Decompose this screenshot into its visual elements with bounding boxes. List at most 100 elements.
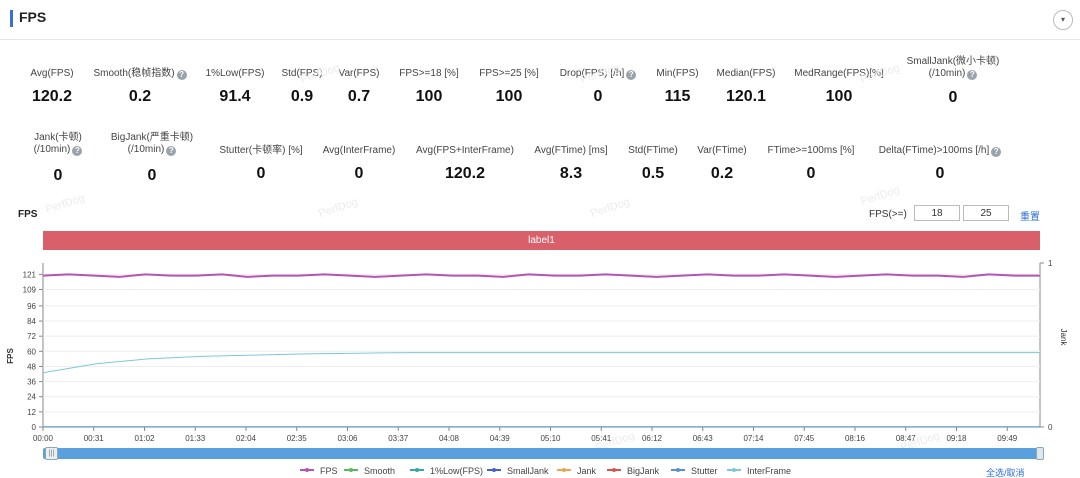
y-tick-label: 24 <box>27 393 36 402</box>
metric-label: Min(FPS) <box>656 68 699 79</box>
metric-label: Smooth(稳帧指数) <box>93 68 175 79</box>
metric-bigjank: BigJank(严重卡顿) (/10min)? 0 <box>100 132 204 185</box>
fps-threshold-input-1[interactable] <box>914 205 960 221</box>
scroll-handle-left[interactable]: ||| <box>45 447 58 460</box>
metric-value: 0 <box>935 165 945 182</box>
watermark: PerfDog <box>317 196 360 220</box>
y2-axis-label: Jank <box>1059 329 1068 347</box>
collapse-icon[interactable]: ▾ <box>1053 10 1073 30</box>
header-accent-bar <box>10 10 13 27</box>
y-tick-label: 48 <box>27 362 36 371</box>
metric-var-ftime: Var(FTime) 0.2 <box>691 145 753 183</box>
metric-label: Stutter(卡顿率) [%] <box>219 145 303 156</box>
metric-label: FPS>=25 [%] <box>479 68 539 79</box>
x-tick-label: 05:10 <box>540 434 561 443</box>
y-tick-label: 72 <box>27 332 36 341</box>
metric-value: 0 <box>256 165 266 182</box>
metric-smooth: Smooth(稳帧指数)? 0.2 <box>90 68 190 106</box>
metric-label: BigJank(严重卡顿) <box>110 132 194 143</box>
metric-label: Std(FPS) <box>281 68 323 79</box>
metric-label: Std(FTime) <box>628 145 678 156</box>
x-tick-label: 04:39 <box>490 434 511 443</box>
metric-avg-fps: Avg(FPS) 120.2 <box>22 68 82 106</box>
y-tick-label: 0 <box>32 423 37 432</box>
metric-value: 0.7 <box>347 88 371 105</box>
metric-label: Avg(FPS) <box>30 68 74 79</box>
metric-value: 0 <box>593 88 603 105</box>
y-axis-label: FPS <box>6 348 15 364</box>
label-bar[interactable]: label1 <box>43 231 1040 250</box>
legend-label: FPS <box>320 466 338 476</box>
legend-item[interactable]: Jank <box>557 465 596 477</box>
legend-swatch <box>671 468 685 472</box>
metric-avg-interframe: Avg(InterFrame) 0 <box>318 145 400 183</box>
y-tick-label: 36 <box>27 378 36 387</box>
scroll-handle-right[interactable] <box>1036 447 1044 460</box>
metric-value: 100 <box>495 88 523 105</box>
y-tick-label: 60 <box>27 347 36 356</box>
legend-item[interactable]: InterFrame <box>727 465 791 477</box>
legend-item[interactable]: 1%Low(FPS) <box>410 465 483 477</box>
legend-item[interactable]: BigJank <box>607 465 659 477</box>
metric-value: 120.2 <box>31 88 73 105</box>
chart-grid <box>42 263 1041 428</box>
metric-label: FTime>=100ms [%] <box>767 145 855 156</box>
legend-swatch <box>410 468 424 472</box>
legend-swatch <box>607 468 621 472</box>
metric-label: Var(FTime) <box>697 145 747 156</box>
y2-tick-label: 1 <box>1048 259 1053 268</box>
metric-smalljank: SmallJank(微小卡顿) (/10min)? 0 <box>897 56 1009 107</box>
metric-label: Avg(FTime) [ms] <box>534 145 608 156</box>
metric-median-fps: Median(FPS) 120.1 <box>712 68 780 106</box>
metric-value: 0.9 <box>290 88 314 105</box>
legend-item[interactable]: Stutter <box>671 465 718 477</box>
legend-item[interactable]: FPS <box>300 465 338 477</box>
legend-swatch <box>487 468 501 472</box>
metric-avg-ftime: Avg(FTime) [ms] 8.3 <box>529 145 613 183</box>
metric-label: FPS>=18 [%] <box>399 68 459 79</box>
x-tick-label: 07:14 <box>743 434 764 443</box>
metric-value: 0 <box>147 167 157 184</box>
help-icon[interactable]: ? <box>991 147 1002 157</box>
select-all-link[interactable]: 全选/取消 <box>986 468 1025 478</box>
help-icon[interactable]: ? <box>967 70 978 80</box>
legend-item[interactable]: Smooth <box>344 465 395 477</box>
help-icon[interactable]: ? <box>176 70 187 80</box>
watermark: PerfDog <box>859 184 902 208</box>
x-tick-label: 05:41 <box>591 434 612 443</box>
x-tick-label: 06:43 <box>693 434 714 443</box>
metric-value: 100 <box>415 88 443 105</box>
metric-label-sub: (/10min) <box>127 144 165 155</box>
fps-threshold-input-2[interactable] <box>963 205 1009 221</box>
legend-item[interactable]: SmallJank <box>487 465 549 477</box>
x-tick-label: 02:35 <box>287 434 308 443</box>
legend-label: Stutter <box>691 466 718 476</box>
metric-label: 1%Low(FPS) <box>205 68 265 79</box>
x-tick-label: 00:31 <box>84 434 105 443</box>
legend-label: SmallJank <box>507 466 549 476</box>
metric-avg-fps-interframe: Avg(FPS+InterFrame) 120.2 <box>408 145 522 183</box>
metric-value: 0 <box>354 165 364 182</box>
time-range-scrollbar[interactable] <box>43 448 1043 459</box>
panel-header: FPS ▾ <box>0 0 1080 40</box>
legend-swatch <box>727 468 741 472</box>
help-icon[interactable]: ? <box>72 146 83 156</box>
metric-value: 0.2 <box>128 88 152 105</box>
metric-value: 0 <box>806 165 816 182</box>
legend-label: Jank <box>577 466 597 476</box>
reset-button[interactable]: 重置 <box>1020 212 1040 223</box>
help-icon[interactable]: ? <box>626 70 637 80</box>
metric-medrange-fps: MedRange(FPS)[%] 100 <box>790 68 888 106</box>
metric-label: MedRange(FPS)[%] <box>794 68 884 79</box>
x-tick-label: 01:33 <box>185 434 206 443</box>
y-tick-label: 96 <box>27 302 36 311</box>
y2-axis-ticks: 01 <box>1040 259 1053 432</box>
metric-std-ftime: Std(FTime) 0.5 <box>622 145 684 183</box>
chart-lines <box>42 273 1040 428</box>
x-tick-label: 07:45 <box>794 434 815 443</box>
metric-value: 0.5 <box>641 165 665 182</box>
x-tick-label: 03:37 <box>388 434 409 443</box>
help-icon[interactable]: ? <box>166 146 177 156</box>
x-tick-label: 09:18 <box>946 434 967 443</box>
